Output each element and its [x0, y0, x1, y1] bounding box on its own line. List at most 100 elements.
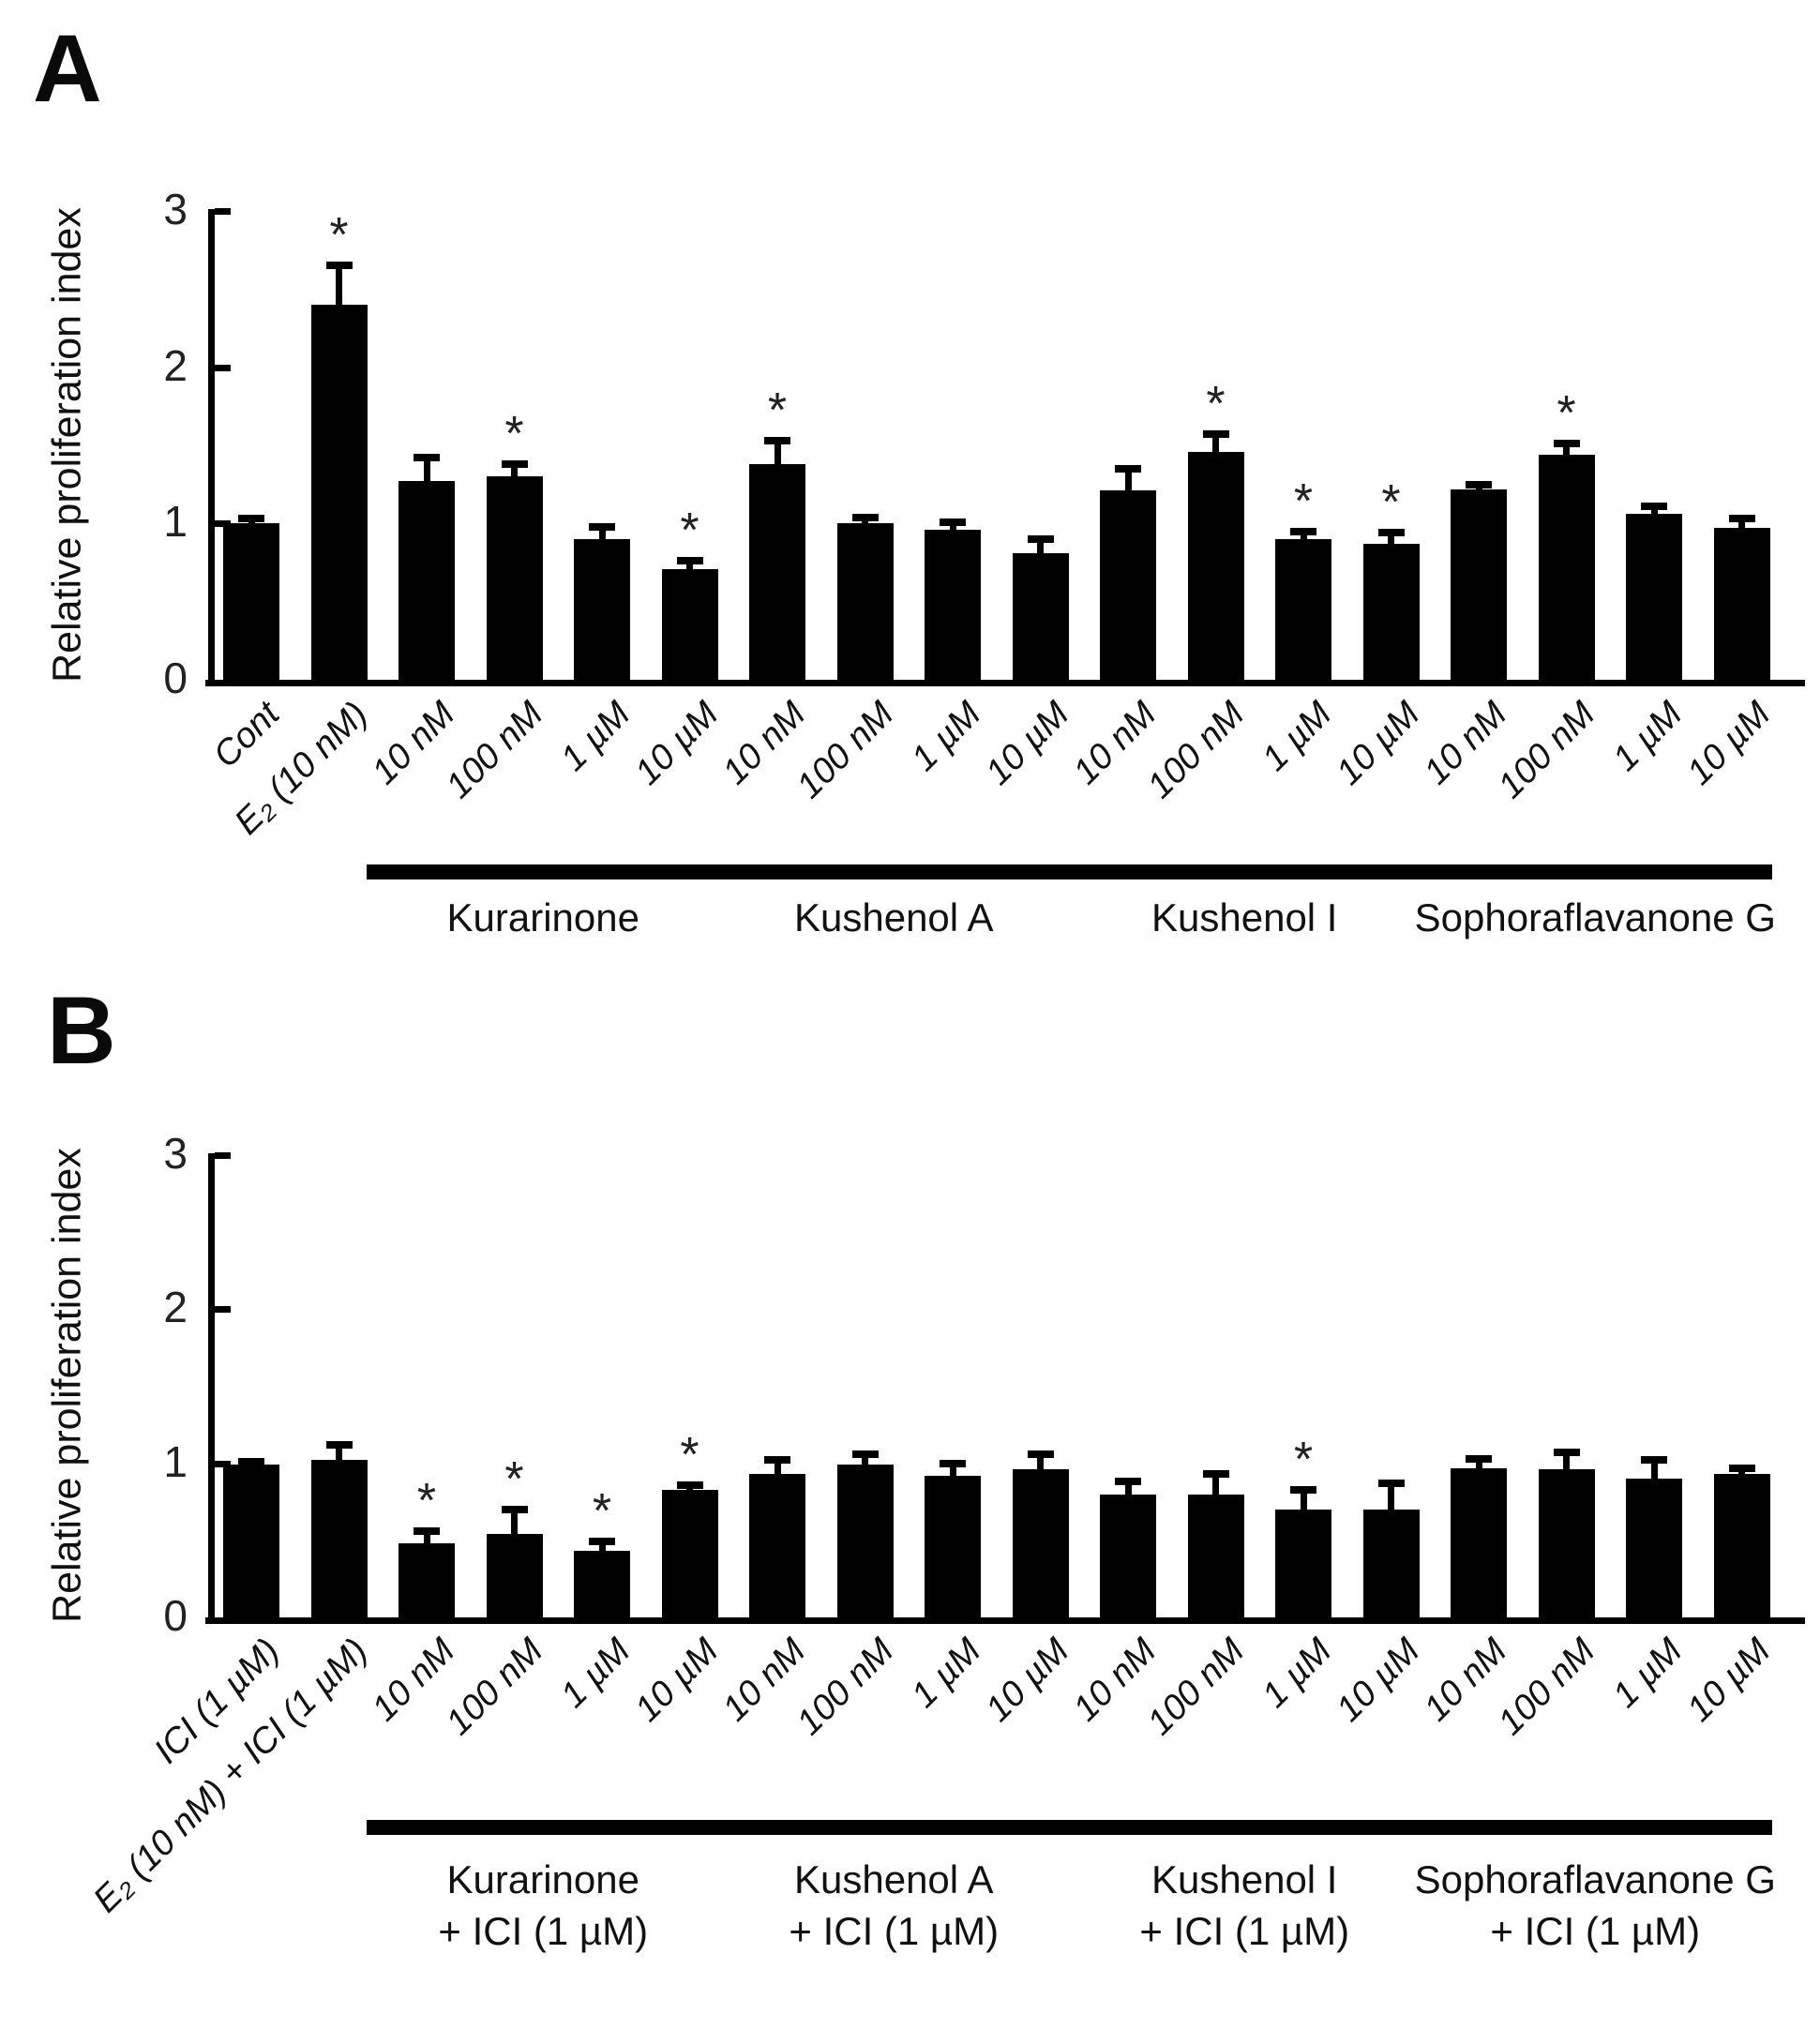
error-bar-cap: [851, 1450, 879, 1458]
significance-asterisk: *: [1557, 386, 1576, 442]
error-bar-stem: [1475, 484, 1482, 492]
error-bar-stem: [598, 1541, 606, 1555]
error-bar-stem: [1124, 1481, 1132, 1497]
error-bar-stem: [1388, 1483, 1394, 1512]
error-bar-stem: [949, 1463, 956, 1479]
y-tick-label: 2: [163, 340, 188, 390]
error-bar-cap: [589, 522, 615, 531]
y-tick-label: 3: [163, 1129, 188, 1179]
error-bar-cap: [238, 515, 264, 523]
bar: [1451, 1467, 1507, 1624]
group-label-line: Kushenol A: [793, 1857, 994, 1901]
error-bar-cap: [764, 1456, 790, 1465]
y-tick-label: 0: [163, 654, 188, 702]
error-bar-cap: [940, 1459, 966, 1467]
error-bar-cap: [1377, 1480, 1405, 1488]
bar: [1713, 1474, 1770, 1624]
bar: [486, 1534, 543, 1624]
error-bar-cap: [1290, 527, 1316, 535]
group-label-line: Kushenol I: [1151, 895, 1338, 939]
bar: [1187, 1494, 1244, 1624]
y-tick-label: 0: [163, 1591, 188, 1640]
bar: [661, 568, 718, 686]
significance-asterisk: *: [329, 208, 349, 263]
panel-b-letter: B: [47, 977, 116, 1084]
y-axis-line: [208, 1153, 215, 1624]
error-bar-stem: [1563, 1452, 1570, 1473]
bar: [1451, 488, 1507, 686]
group-underline: [367, 1820, 720, 1835]
group-underline: [1068, 864, 1421, 879]
bar: [223, 523, 279, 686]
error-bar-cap: [1202, 430, 1229, 439]
error-bar-cap: [325, 1440, 353, 1449]
error-bar-cap: [1466, 1454, 1492, 1463]
y-axis-line: [208, 208, 215, 686]
error-bar-stem: [1037, 1453, 1044, 1473]
error-bar-stem: [511, 463, 518, 480]
error-bar-stem: [686, 561, 693, 572]
error-bar-stem: [774, 1460, 781, 1478]
error-bar-stem: [1650, 1460, 1658, 1482]
error-bar-cap: [1027, 1450, 1054, 1458]
error-bar-stem: [1212, 434, 1219, 455]
significance-asterisk: *: [416, 1473, 437, 1528]
error-bar-cap: [1728, 1464, 1755, 1472]
significance-asterisk: *: [592, 1484, 612, 1540]
significance-asterisk: *: [504, 406, 524, 461]
bar: [574, 538, 630, 686]
y-tick: [215, 364, 231, 371]
bar: [399, 481, 455, 686]
error-bar-cap: [1115, 1478, 1141, 1486]
error-bar-cap: [414, 454, 440, 462]
group-underline: [717, 1820, 1071, 1835]
panel-a-y-axis-title: Relative proliferation index: [44, 207, 90, 683]
error-bar-cap: [764, 436, 790, 444]
error-bar-stem: [1563, 443, 1570, 458]
error-bar-cap: [1290, 1485, 1316, 1494]
error-bar-cap: [1553, 1449, 1580, 1457]
group-label: Kushenol A: [680, 893, 1108, 944]
bar: [1362, 1509, 1420, 1624]
error-bar-cap: [1728, 515, 1755, 523]
group-underline: [1419, 864, 1772, 879]
group-label-line: Kurarinone: [446, 895, 639, 939]
y-tick: [215, 207, 231, 215]
y-tick: [215, 520, 231, 528]
error-bar-cap: [589, 1538, 615, 1546]
bar: [574, 1551, 630, 1624]
group-label-line: Sophoraflavanone G: [1414, 895, 1776, 939]
group-label: Kurarinone + ICI (1 µM): [329, 1855, 758, 1957]
bar: [1187, 451, 1244, 686]
significance-asterisk: *: [504, 1451, 524, 1507]
bar: [1626, 1479, 1682, 1624]
bar: [925, 529, 981, 686]
error-bar-cap: [325, 262, 353, 270]
error-bar-cap: [676, 1480, 703, 1489]
y-tick-label: 1: [163, 1436, 188, 1486]
error-bar-cap: [1641, 1456, 1667, 1465]
error-bar-stem: [862, 517, 868, 527]
group-label: Sophoraflavanone G + ICI (1 µM): [1381, 1855, 1810, 1957]
panel-a-letter: A: [33, 15, 102, 122]
bar: [1538, 454, 1595, 686]
bar: [661, 1489, 718, 1624]
error-bar-stem: [1300, 1489, 1307, 1512]
group-label: Kushenol A + ICI (1 µM): [680, 1855, 1108, 1957]
error-bar-stem: [862, 1453, 868, 1468]
error-bar-stem: [1738, 519, 1745, 532]
error-bar-stem: [1388, 533, 1394, 547]
error-bar-cap: [1115, 464, 1141, 473]
group-underline: [1419, 1820, 1772, 1835]
y-tick-label: 2: [163, 1283, 188, 1332]
significance-asterisk: *: [767, 383, 788, 438]
error-bar-stem: [1212, 1474, 1219, 1497]
error-bar-stem: [1124, 468, 1132, 494]
bar: [749, 1474, 805, 1624]
significance-asterisk: *: [1293, 1432, 1314, 1487]
significance-asterisk: *: [1381, 475, 1401, 531]
bar: [925, 1475, 981, 1624]
group-label: Sophoraflavanone G: [1381, 893, 1810, 944]
y-tick: [215, 1306, 231, 1314]
